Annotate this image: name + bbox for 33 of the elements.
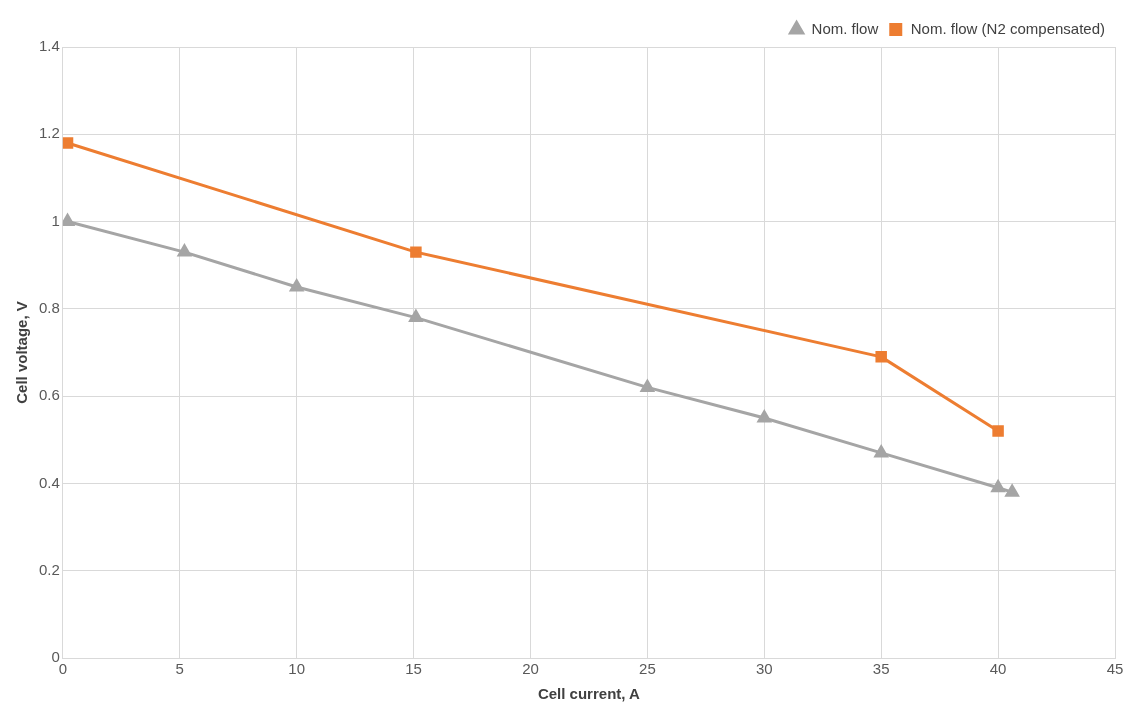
y-tick-label: 1 [51,211,60,229]
y-tick-label: 0.2 [38,560,60,578]
point [757,410,771,423]
x-tick-label: 45 [1106,660,1124,678]
x-tick-label: 15 [405,660,422,678]
y-tick-label: 0.6 [38,386,60,404]
point [991,480,1005,493]
point [874,445,888,458]
point [875,351,887,363]
point [410,246,422,258]
point [289,279,304,292]
legend-label: Nom. flow (N2 compensated) [910,19,1106,37]
point [177,244,192,257]
x-tick-label: 40 [989,660,1007,678]
x-axis-title: Cell current, A [537,685,641,703]
legend-label: Nom. flow [811,19,879,37]
point [409,310,423,323]
x-tick-label: 30 [755,660,773,678]
x-tick-label: 25 [639,660,656,678]
x-tick-label: 5 [175,660,184,678]
x-tick-label: 10 [288,660,306,678]
y-tick-label: 0 [51,648,60,666]
point [62,137,74,149]
point [1005,484,1019,497]
point [992,425,1004,437]
y-tick-label: 1.4 [38,37,60,55]
y-tick-label: 0.4 [38,473,60,491]
y-tick-label: 0.8 [38,299,60,316]
point [640,379,655,392]
y-tick-label: 1.2 [38,124,60,142]
y-axis-title: Cell voltage, V [13,301,31,404]
x-tick-label: 35 [872,660,890,678]
x-tick-label: 20 [522,660,539,678]
